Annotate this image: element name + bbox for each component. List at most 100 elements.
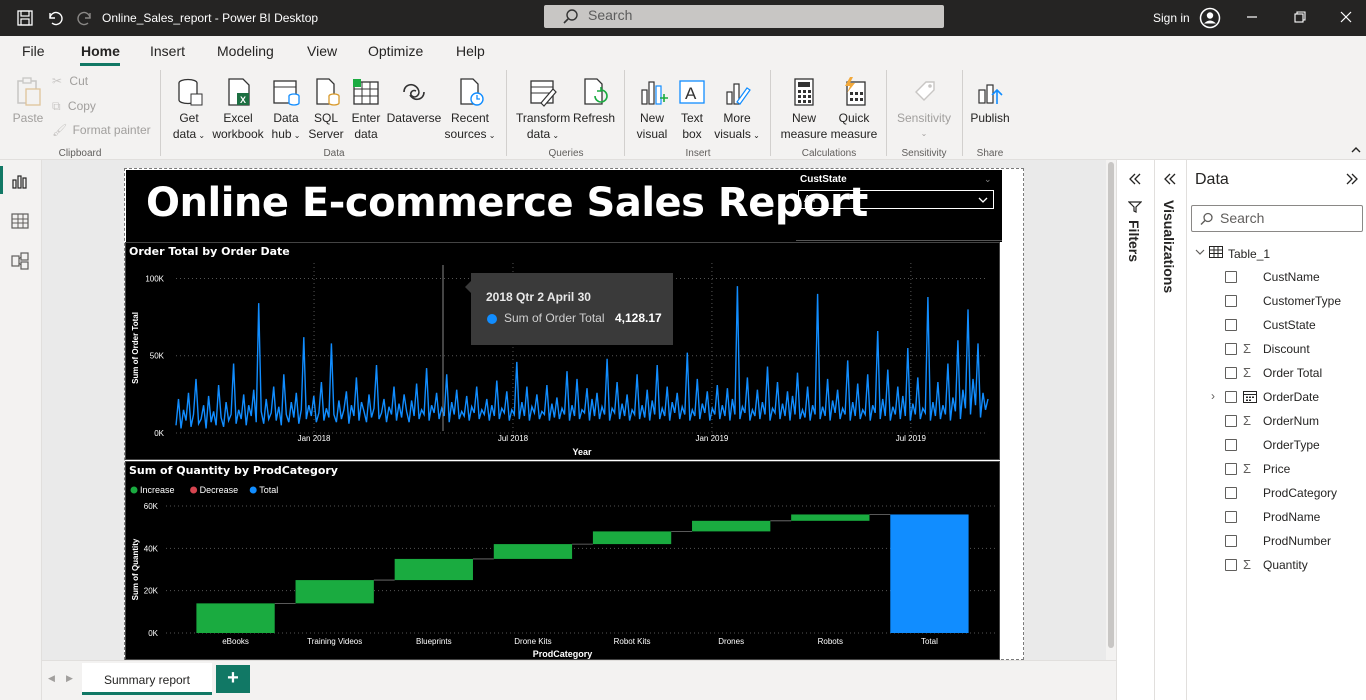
field-item[interactable]: Σ Price (1187, 460, 1366, 480)
active-menu-underline (80, 63, 120, 66)
paste-button[interactable]: Paste (10, 76, 46, 126)
publish-icon (978, 84, 1003, 104)
expand-filters-icon[interactable] (1128, 172, 1142, 186)
dataverse-button[interactable]: Dataverse (386, 76, 442, 126)
close-icon[interactable] (1339, 10, 1353, 24)
text-box-button[interactable]: A Text box (674, 76, 710, 142)
field-item[interactable]: Σ OrderNum (1187, 412, 1366, 432)
waterfall-bar (890, 514, 969, 633)
user-avatar-icon[interactable] (1199, 7, 1221, 29)
new-visual-button[interactable]: New visual (634, 76, 670, 142)
menu-help[interactable]: Help (456, 43, 485, 59)
field-checkbox[interactable] (1225, 391, 1237, 403)
field-item[interactable]: CustomerType (1187, 292, 1366, 312)
data-search-input[interactable]: Search (1191, 205, 1363, 232)
field-checkbox[interactable] (1225, 319, 1237, 331)
canvas-vertical-scrollbar[interactable] (1106, 160, 1116, 660)
field-name: Order Total (1263, 366, 1323, 380)
field-checkbox[interactable] (1225, 367, 1237, 379)
filters-pane[interactable]: Filters (1116, 160, 1154, 700)
model-view-icon[interactable] (11, 252, 29, 270)
add-page-button[interactable]: + (216, 665, 250, 693)
menu-optimize[interactable]: Optimize (368, 43, 424, 59)
report-view-icon[interactable] (11, 172, 29, 190)
minimize-icon[interactable] (1245, 10, 1259, 24)
field-checkbox[interactable] (1225, 271, 1237, 283)
menu-modeling[interactable]: Modeling (217, 43, 274, 59)
waterfall-bar (295, 580, 374, 604)
field-item[interactable]: Σ Order Total (1187, 364, 1366, 384)
get-data-button[interactable]: Get data ⌄ (168, 76, 210, 144)
menu-view[interactable]: View (307, 43, 338, 59)
save-icon[interactable] (16, 9, 34, 27)
field-item[interactable]: OrderType (1187, 436, 1366, 456)
copy-button[interactable]: ⧉ Copy (52, 99, 96, 114)
report-title: Online E-commerce Sales Report (146, 180, 868, 226)
title-search-box[interactable]: Search (544, 5, 944, 28)
cut-button[interactable]: ✂ Cut (52, 74, 88, 88)
field-item[interactable]: ProdName (1187, 508, 1366, 528)
field-checkbox[interactable] (1225, 511, 1237, 523)
menu-home[interactable]: Home (81, 43, 120, 59)
chevron-down-icon[interactable] (1195, 248, 1205, 256)
field-item[interactable]: Σ Discount (1187, 340, 1366, 360)
custstate-slicer-dropdown[interactable]: All (798, 190, 994, 209)
field-checkbox[interactable] (1225, 463, 1237, 475)
excel-workbook-button[interactable]: X Excel workbook (209, 76, 267, 142)
more-visuals-button[interactable]: More visuals ⌄ (714, 76, 760, 144)
waterfall-bar (493, 544, 573, 559)
chevron-right-icon[interactable]: › (1211, 389, 1215, 403)
table-view-icon[interactable] (11, 212, 29, 230)
menu-insert[interactable]: Insert (150, 43, 186, 59)
filters-pane-label: Filters (1126, 220, 1142, 263)
field-item[interactable]: ProdCategory (1187, 484, 1366, 504)
waterfall-chart-visual[interactable]: Sum of Quantity by ProdCategory Increase… (125, 461, 1000, 660)
sql-server-button[interactable]: SQL Server (307, 76, 345, 142)
field-item[interactable]: › OrderDate (1187, 388, 1366, 408)
field-checkbox[interactable] (1225, 295, 1237, 307)
ribbon-separator (160, 70, 161, 156)
collapse-ribbon-icon[interactable] (1350, 144, 1362, 156)
expand-visualizations-icon[interactable] (1163, 172, 1177, 186)
visualizations-pane[interactable]: Visualizations (1154, 160, 1186, 700)
active-view-indicator (0, 166, 3, 194)
sign-in-link[interactable]: Sign in (1153, 11, 1190, 25)
quick-measure-button[interactable]: Quick measure (830, 76, 878, 142)
page-nav-prev-icon[interactable]: ◀ (48, 673, 55, 683)
refresh-button[interactable]: Refresh (572, 76, 616, 126)
collapse-data-pane-icon[interactable] (1345, 172, 1359, 186)
x-tick-label: Total (921, 637, 938, 646)
page-tab-summary-report[interactable]: Summary report (82, 663, 212, 695)
scrollbar-thumb[interactable] (1108, 162, 1114, 648)
slicer-more-icon[interactable]: ⌄ (984, 174, 992, 184)
page-nav-next-icon[interactable]: ▶ (66, 673, 73, 683)
enter-data-button[interactable]: Enter data (348, 76, 384, 142)
sql-label-2: Server (308, 127, 344, 141)
field-item[interactable]: ProdNumber (1187, 532, 1366, 552)
sensitivity-button[interactable]: Sensitivity ⌄ (894, 76, 954, 142)
field-checkbox[interactable] (1225, 343, 1237, 355)
field-checkbox[interactable] (1225, 535, 1237, 547)
restore-icon[interactable] (1293, 10, 1307, 24)
x-tick-label: Robot Kits (614, 637, 651, 646)
field-item[interactable]: CustState (1187, 316, 1366, 336)
field-checkbox[interactable] (1225, 559, 1237, 571)
field-checkbox[interactable] (1225, 487, 1237, 499)
field-name: Price (1263, 462, 1291, 476)
transform-data-button[interactable]: Transform data ⌄ (516, 76, 570, 144)
menu-file[interactable]: File (22, 43, 45, 59)
undo-icon[interactable] (46, 9, 64, 27)
field-checkbox[interactable] (1225, 415, 1237, 427)
data-hub-button[interactable]: Data hub ⌄ (268, 76, 304, 144)
redo-icon[interactable] (76, 9, 94, 27)
format-painter-button[interactable]: 🖌 Format painter (52, 123, 151, 137)
recent-sources-button[interactable]: Recent sources ⌄ (444, 76, 496, 144)
field-item[interactable]: Σ Quantity (1187, 556, 1366, 576)
new-measure-button[interactable]: New measure (780, 76, 828, 142)
data-pane-title: Data (1195, 171, 1229, 188)
refresh-label: Refresh (572, 111, 616, 125)
table-node[interactable]: Table_1 (1187, 244, 1366, 264)
publish-button[interactable]: Publish (968, 76, 1012, 126)
field-checkbox[interactable] (1225, 439, 1237, 451)
field-item[interactable]: CustName (1187, 268, 1366, 288)
